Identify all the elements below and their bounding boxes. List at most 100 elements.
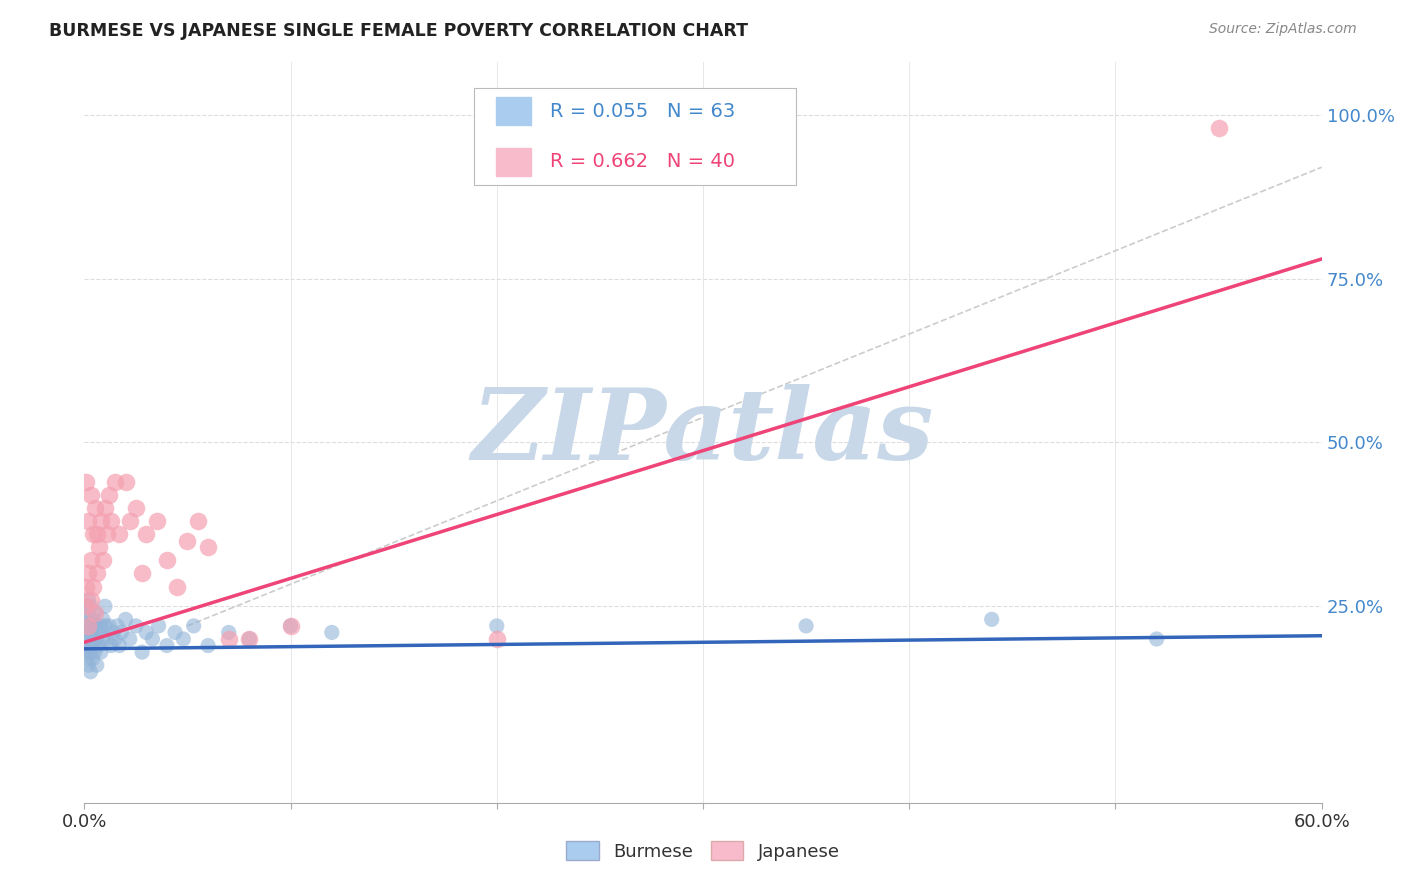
Point [90, 619, 112, 633]
Point [86, 658, 108, 673]
Point [87, 625, 110, 640]
Point [94, 599, 117, 614]
Point [86, 632, 108, 646]
Point [165, 625, 187, 640]
Point [485, 619, 508, 633]
Point [156, 553, 179, 567]
Text: Source: ZipAtlas.com: Source: ZipAtlas.com [1209, 22, 1357, 37]
Point [79, 619, 101, 633]
Point [135, 625, 157, 640]
Point [79, 632, 101, 646]
Point [218, 625, 240, 640]
Point [75, 651, 97, 665]
Point [100, 514, 122, 528]
Point [79, 645, 101, 659]
Point [108, 639, 131, 653]
Point [118, 514, 141, 528]
Point [156, 639, 179, 653]
Point [218, 632, 240, 646]
Point [110, 625, 132, 640]
Point [77, 658, 100, 673]
Point [77, 606, 100, 620]
Point [75, 599, 97, 614]
Point [96, 527, 118, 541]
Point [280, 619, 302, 633]
Point [79, 488, 101, 502]
Point [83, 632, 105, 646]
Point [197, 639, 219, 653]
Point [94, 500, 117, 515]
Point [145, 514, 167, 528]
Point [75, 580, 97, 594]
Point [114, 612, 136, 626]
Point [125, 500, 148, 515]
Point [90, 514, 112, 528]
Point [82, 612, 104, 626]
Point [91, 612, 114, 626]
Point [75, 632, 97, 646]
Point [485, 632, 508, 646]
Point [1208, 120, 1230, 135]
Text: ZIPatlas: ZIPatlas [472, 384, 934, 481]
Point [79, 599, 101, 614]
Point [103, 625, 125, 640]
Point [87, 541, 110, 555]
Point [238, 632, 260, 646]
Point [86, 566, 108, 581]
Point [79, 553, 101, 567]
Point [87, 639, 110, 653]
Point [90, 645, 112, 659]
Point [135, 527, 157, 541]
Point [83, 645, 105, 659]
Point [77, 639, 100, 653]
Point [1146, 632, 1168, 646]
Point [82, 639, 104, 653]
Point [83, 606, 105, 620]
Point [91, 553, 114, 567]
Point [77, 514, 100, 528]
Point [114, 475, 136, 489]
Point [197, 541, 219, 555]
Point [83, 500, 105, 515]
Point [141, 632, 163, 646]
Point [105, 619, 128, 633]
Point [82, 580, 104, 594]
Point [131, 645, 153, 659]
Point [108, 527, 131, 541]
Text: R = 0.662   N = 40: R = 0.662 N = 40 [550, 153, 734, 171]
Point [125, 619, 148, 633]
Point [82, 651, 104, 665]
Point [98, 619, 121, 633]
Point [96, 632, 118, 646]
Point [176, 533, 198, 548]
Point [75, 619, 97, 633]
Point [77, 566, 100, 581]
Text: R = 0.055   N = 63: R = 0.055 N = 63 [550, 102, 735, 120]
Point [77, 592, 100, 607]
Point [104, 632, 127, 646]
Point [83, 619, 105, 633]
Point [118, 632, 141, 646]
Point [77, 625, 100, 640]
Point [82, 527, 104, 541]
Point [100, 639, 122, 653]
Point [77, 612, 100, 626]
Point [980, 612, 1002, 626]
Text: BURMESE VS JAPANESE SINGLE FEMALE POVERTY CORRELATION CHART: BURMESE VS JAPANESE SINGLE FEMALE POVERT… [49, 22, 748, 40]
Point [166, 580, 188, 594]
Legend: Burmese, Japanese: Burmese, Japanese [558, 834, 848, 868]
Point [83, 606, 105, 620]
Point [77, 619, 100, 633]
Point [148, 619, 170, 633]
Point [82, 625, 104, 640]
Point [98, 488, 121, 502]
Point [104, 475, 127, 489]
Point [79, 665, 101, 679]
Point [238, 632, 260, 646]
FancyBboxPatch shape [496, 97, 531, 126]
Point [794, 619, 817, 633]
Point [172, 632, 194, 646]
Point [280, 619, 302, 633]
Point [75, 645, 97, 659]
Point [91, 632, 114, 646]
